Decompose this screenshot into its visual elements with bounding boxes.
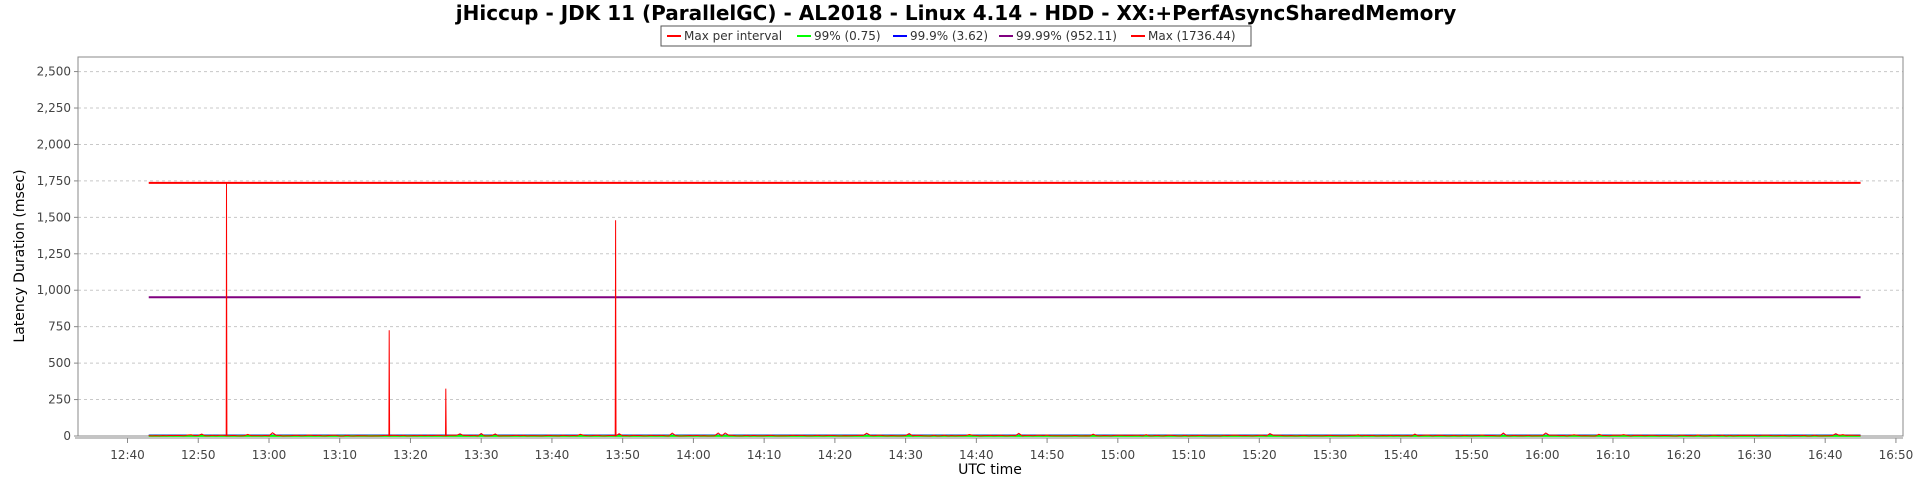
x-tick-label: 14:00 — [676, 448, 711, 462]
x-tick-label: 13:50 — [605, 448, 640, 462]
chart-title: jHiccup - JDK 11 (ParallelGC) - AL2018 -… — [455, 1, 1456, 25]
x-tick-label: 15:20 — [1242, 448, 1277, 462]
x-tick-label: 15:30 — [1313, 448, 1348, 462]
x-tick-label: 15:50 — [1454, 448, 1489, 462]
x-tick-label: 16:30 — [1737, 448, 1772, 462]
x-tick-label: 15:10 — [1171, 448, 1206, 462]
x-tick-label: 16:40 — [1808, 448, 1843, 462]
x-tick-label: 13:30 — [464, 448, 499, 462]
y-axis-label: Latency Duration (msec) — [12, 169, 28, 342]
legend-label-3: 99.9% (3.62) — [910, 29, 988, 43]
legend-box — [660, 25, 1252, 47]
x-tick-label: 12:50 — [181, 448, 216, 462]
x-tick-label: 13:20 — [393, 448, 428, 462]
x-tick-label: 12:40 — [110, 448, 145, 462]
x-tick-label: 13:10 — [322, 448, 357, 462]
x-tick-label: 15:40 — [1383, 448, 1418, 462]
x-tick-label: 16:20 — [1666, 448, 1701, 462]
plot-area — [74, 56, 1904, 443]
x-tick-label: 15:00 — [1101, 448, 1136, 462]
y-tick-label: 750 — [48, 320, 71, 334]
x-tick-label: 13:40 — [535, 448, 570, 462]
y-tick-label: 2,250 — [37, 101, 71, 115]
x-tick-label: 16:00 — [1525, 448, 1560, 462]
y-tick-label: 2,000 — [37, 137, 71, 151]
y-tick-label: 2,500 — [37, 65, 71, 79]
y-tick-label: 1,000 — [37, 283, 71, 297]
x-tick-label: 14:10 — [747, 448, 782, 462]
y-tick-label: 0 — [63, 429, 71, 443]
x-axis-label: UTC time — [958, 462, 1022, 478]
y-tick-label: 250 — [48, 393, 71, 407]
legend-label-2: 99% (0.75) — [814, 29, 881, 43]
y-tick-label: 1,750 — [37, 174, 71, 188]
plot-background — [78, 57, 1903, 436]
y-tick-label: 1,500 — [37, 210, 71, 224]
x-tick-label: 14:40 — [959, 448, 994, 462]
series-line-max-per-interval — [148, 182, 1861, 437]
x-tick-label: 16:10 — [1596, 448, 1631, 462]
y-tick-label: 500 — [48, 356, 71, 370]
legend-label-1: Max per interval — [684, 29, 782, 43]
x-tick-label: 14:20 — [818, 448, 853, 462]
x-tick-label: 14:30 — [888, 448, 923, 462]
legend-label-5: Max (1736.44) — [1148, 29, 1236, 43]
y-tick-label: 1,250 — [37, 247, 71, 261]
legend: Max per interval 99% (0.75) 99.9% (3.62) 99… — [660, 25, 1252, 47]
legend-label-4: 99.99% (952.11) — [1016, 29, 1117, 43]
x-tick-label: 14:50 — [1030, 448, 1065, 462]
x-tick-label: 13:00 — [252, 448, 287, 462]
x-tick-label: 16:50 — [1879, 448, 1913, 462]
